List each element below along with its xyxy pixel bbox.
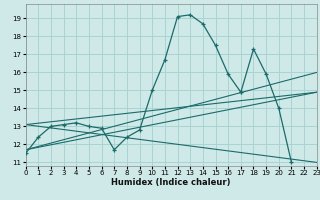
X-axis label: Humidex (Indice chaleur): Humidex (Indice chaleur) bbox=[111, 178, 231, 187]
